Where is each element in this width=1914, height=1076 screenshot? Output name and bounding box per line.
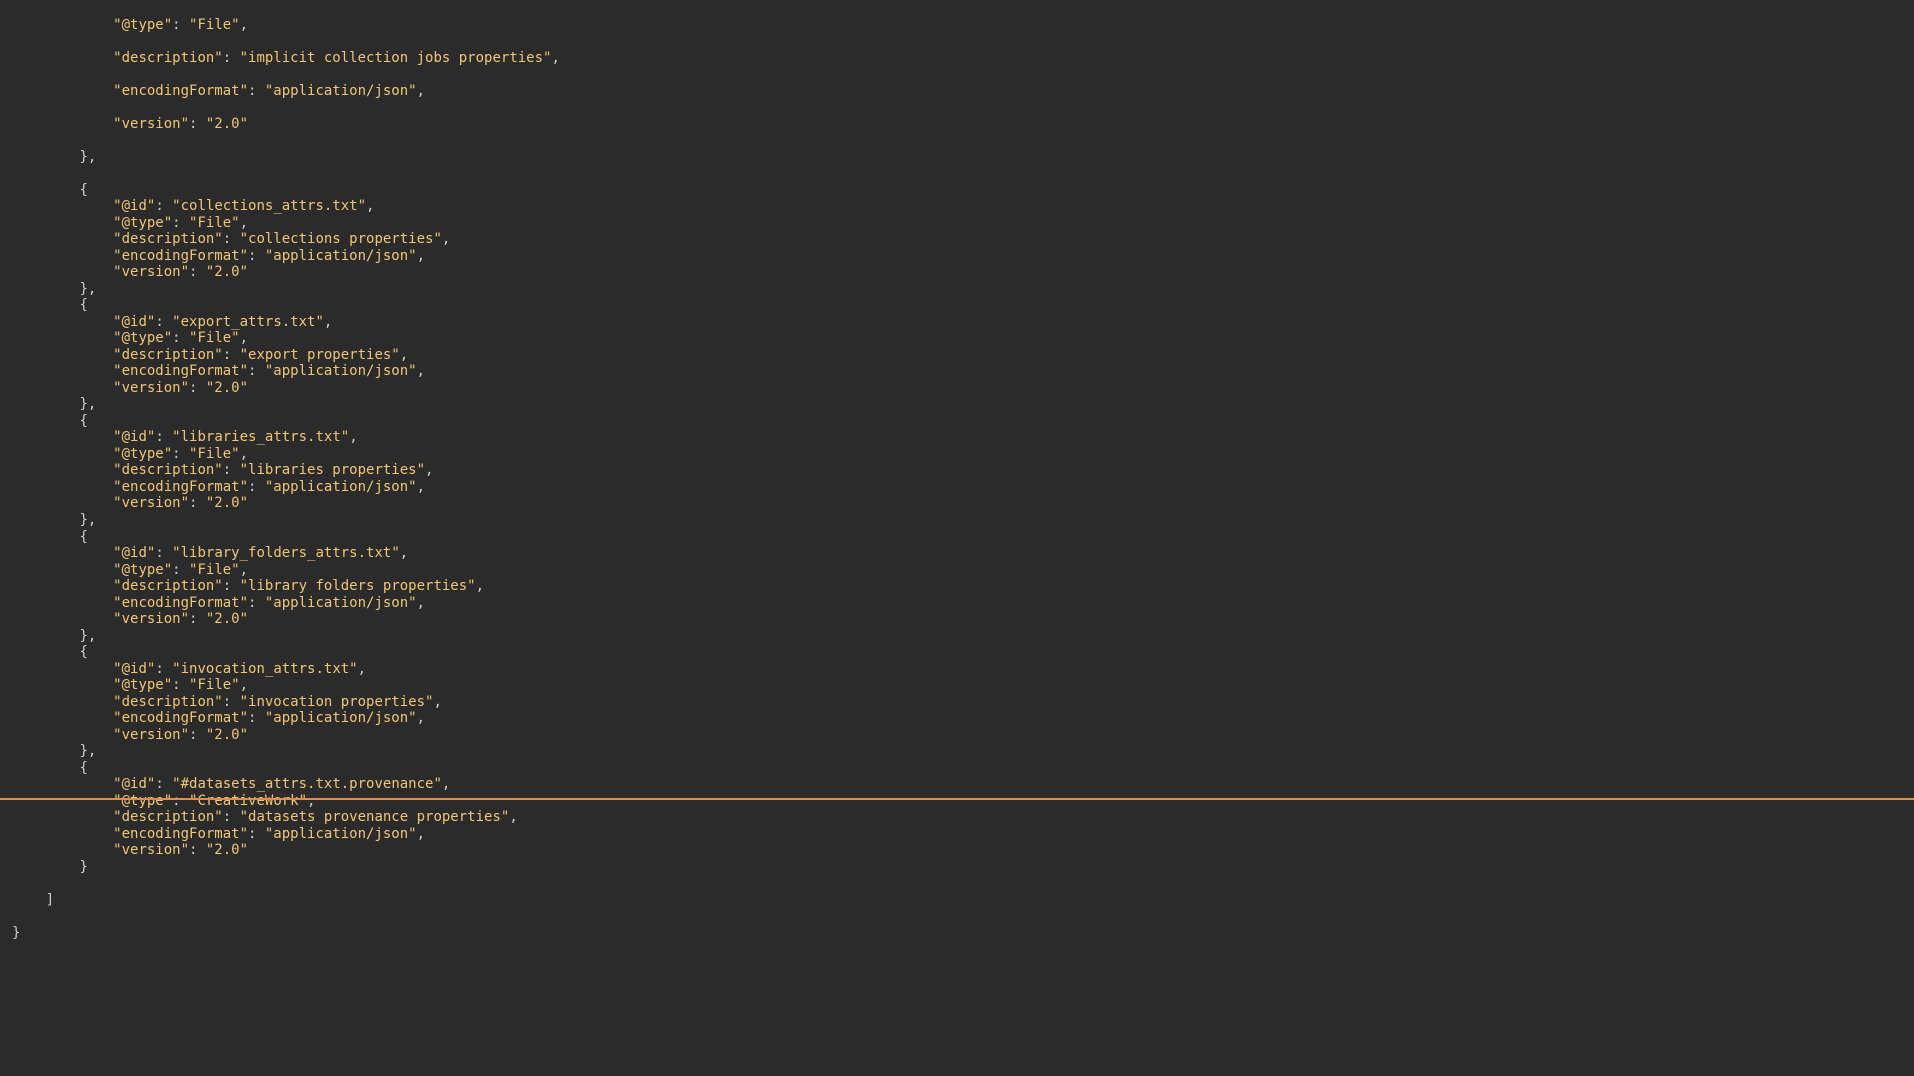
- code-line: "description": "invocation properties",: [12, 694, 1914, 711]
- code-line: }: [12, 859, 1914, 876]
- code-line: "@id": "collections_attrs.txt",: [12, 198, 1914, 215]
- code-line: "encodingFormat": "application/json",: [12, 363, 1914, 380]
- code-line: "description": "libraries properties",: [12, 462, 1914, 479]
- code-line: "encodingFormat": "application/json",: [12, 826, 1914, 843]
- code-line: "version": "2.0": [12, 842, 1914, 859]
- code-line: "@type": "File",: [12, 562, 1914, 579]
- code-line: "encodingFormat": "application/json",: [12, 479, 1914, 496]
- code-line: {: [12, 297, 1914, 314]
- code-line: "encodingFormat": "application/json",: [12, 710, 1914, 727]
- code-line: {: [12, 182, 1914, 199]
- code-line: "@id": "invocation_attrs.txt",: [12, 661, 1914, 678]
- code-line: "version": "2.0": [12, 611, 1914, 628]
- code-line: }: [12, 925, 1914, 942]
- code-line: "description": "collections properties",: [12, 231, 1914, 248]
- code-line: "description": "export properties",: [12, 347, 1914, 364]
- code-line: "@type": "File",: [12, 17, 1914, 34]
- horizontal-rule: [0, 798, 1914, 800]
- code-line: "@id": "library_folders_attrs.txt",: [12, 545, 1914, 562]
- code-line: "@id": "#datasets_attrs.txt.provenance",: [12, 776, 1914, 793]
- code-line: },: [12, 743, 1914, 760]
- code-line: "@id": "export_attrs.txt",: [12, 314, 1914, 331]
- code-line: "description": "library folders properti…: [12, 578, 1914, 595]
- code-line: "encodingFormat": "application/json",: [12, 248, 1914, 265]
- code-line: "description": "implicit collection jobs…: [12, 50, 1914, 67]
- json-key: "@type": [113, 17, 172, 33]
- code-line: "encodingFormat": "application/json",: [12, 595, 1914, 612]
- code-line: },: [12, 396, 1914, 413]
- code-line: {: [12, 760, 1914, 777]
- code-line: },: [12, 628, 1914, 645]
- code-editor[interactable]: "@type": "File", "description": "implici…: [0, 0, 1914, 958]
- code-line: "version": "2.0": [12, 495, 1914, 512]
- code-line: "version": "2.0": [12, 727, 1914, 744]
- code-line: },: [12, 512, 1914, 529]
- code-line: "@type": "File",: [12, 446, 1914, 463]
- code-line: },: [12, 281, 1914, 298]
- code-line: "@type": "File",: [12, 330, 1914, 347]
- code-line: "version": "2.0": [12, 116, 1914, 133]
- code-line: "version": "2.0": [12, 380, 1914, 397]
- code-line: {: [12, 413, 1914, 430]
- json-string: "File": [189, 17, 240, 33]
- code-line: {: [12, 644, 1914, 661]
- code-line: "@type": "File",: [12, 215, 1914, 232]
- code-line: "description": "datasets provenance prop…: [12, 809, 1914, 826]
- code-line: "encodingFormat": "application/json",: [12, 83, 1914, 100]
- code-line: "@type": "CreativeWork",: [12, 793, 1914, 810]
- code-line: "@type": "File",: [12, 677, 1914, 694]
- code-line: },: [12, 149, 1914, 166]
- code-line: "@id": "libraries_attrs.txt",: [12, 429, 1914, 446]
- code-line: "version": "2.0": [12, 264, 1914, 281]
- code-line: {: [12, 529, 1914, 546]
- code-line: ]: [12, 892, 1914, 909]
